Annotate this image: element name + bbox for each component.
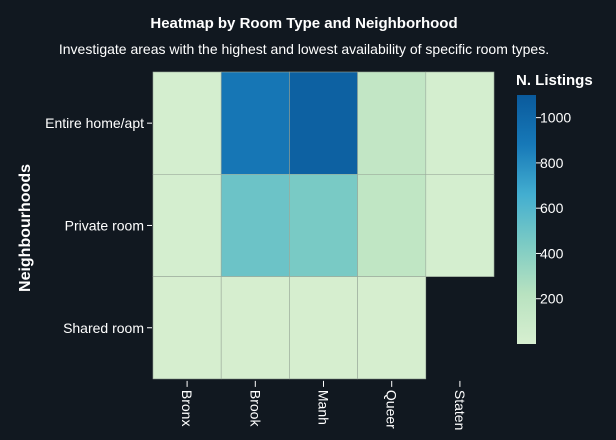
colorbar-tick-label: 200 (540, 291, 564, 307)
heatmap-cell (152, 174, 222, 277)
heatmap-cell (425, 174, 495, 277)
colorbar-tick-label: 600 (540, 200, 564, 216)
heatmap-cell (289, 174, 358, 277)
heatmap-cell (357, 276, 427, 380)
chart-title: Heatmap by Room Type and Neighborhood (150, 15, 457, 32)
y-axis-label: Neighbourhoods (17, 164, 34, 292)
heatmap-cell (220, 276, 290, 380)
colorbar (517, 95, 536, 344)
y-tick-label: Shared room (63, 320, 144, 336)
heatmap-cell (425, 71, 495, 175)
heatmap-cell (220, 71, 290, 175)
colorbar-tick-label: 800 (540, 155, 564, 171)
y-axis: Entire home/apt Private room Shared room (45, 115, 152, 336)
x-tick-label: Queer (384, 390, 400, 429)
y-tick-label: Entire home/apt (45, 115, 144, 131)
heatmap-cell (357, 71, 427, 175)
colorbar-ticks: 200 400 600 800 1000 (536, 110, 571, 307)
colorbar-title: N. Listings (516, 72, 593, 89)
heatmap-cells (152, 71, 495, 380)
chart-subtitle: Investigate areas with the highest and l… (59, 41, 549, 57)
y-tick-label: Private room (65, 217, 144, 233)
heatmap-cell (152, 276, 222, 380)
colorbar-tick-label: 400 (540, 245, 564, 261)
x-tick-label: Manh (316, 390, 332, 425)
x-tick-label: Bronx (179, 390, 195, 427)
colorbar-tick-label: 1000 (540, 110, 571, 126)
heatmap-cell (152, 71, 222, 175)
heatmap-cell (289, 71, 358, 175)
x-tick-label: Brook (247, 390, 263, 428)
heatmap-cell (289, 276, 358, 380)
x-axis: Bronx Brook Manh Queer Staten (179, 380, 468, 430)
x-tick-label: Staten (452, 390, 468, 430)
heatmap-cell (220, 174, 290, 277)
heatmap-cell (357, 174, 427, 277)
